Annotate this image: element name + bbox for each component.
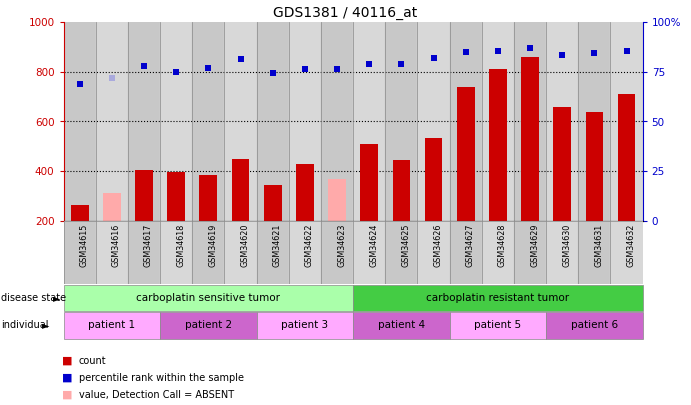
Bar: [64, 22, 96, 221]
Text: GSM34628: GSM34628: [498, 224, 507, 267]
Bar: [450, 221, 482, 284]
Bar: [553, 107, 571, 221]
Bar: [160, 221, 192, 284]
Text: ►: ►: [53, 293, 60, 303]
Bar: [225, 22, 256, 221]
Text: patient 2: patient 2: [184, 320, 232, 330]
Bar: [610, 221, 643, 284]
Text: ■: ■: [62, 356, 73, 366]
Text: GSM34632: GSM34632: [627, 224, 636, 267]
Bar: [321, 22, 353, 221]
Text: patient 6: patient 6: [571, 320, 618, 330]
Bar: [521, 57, 539, 221]
Text: GSM34617: GSM34617: [144, 224, 153, 267]
Bar: [256, 22, 289, 221]
Bar: [482, 221, 514, 284]
Bar: [192, 22, 225, 221]
Bar: [160, 22, 192, 221]
Text: GSM34627: GSM34627: [466, 224, 475, 267]
Text: value, Detection Call = ABSENT: value, Detection Call = ABSENT: [79, 390, 234, 400]
Text: GSM34623: GSM34623: [337, 224, 346, 267]
Text: GSM34622: GSM34622: [305, 224, 314, 267]
Bar: [321, 221, 353, 284]
Bar: [360, 144, 378, 221]
Text: patient 4: patient 4: [378, 320, 425, 330]
Text: disease state: disease state: [1, 293, 66, 303]
Text: GSM34630: GSM34630: [562, 224, 571, 267]
Text: GSM34619: GSM34619: [208, 224, 218, 267]
Bar: [289, 221, 321, 284]
Bar: [392, 160, 410, 221]
Bar: [353, 22, 386, 221]
Bar: [96, 22, 128, 221]
Bar: [328, 179, 346, 221]
Bar: [489, 69, 507, 221]
Bar: [450, 22, 482, 221]
Bar: [482, 22, 514, 221]
Bar: [96, 221, 128, 284]
Bar: [353, 221, 386, 284]
Bar: [417, 22, 450, 221]
Text: carboplatin resistant tumor: carboplatin resistant tumor: [426, 293, 569, 303]
Text: GSM34625: GSM34625: [401, 224, 410, 267]
Bar: [578, 221, 610, 284]
Bar: [457, 87, 475, 221]
Bar: [64, 221, 96, 284]
Bar: [128, 22, 160, 221]
Text: GSM34616: GSM34616: [112, 224, 121, 267]
Text: GDS1381 / 40116_at: GDS1381 / 40116_at: [274, 6, 417, 20]
Bar: [264, 185, 281, 221]
Text: GSM34629: GSM34629: [530, 224, 539, 267]
Bar: [546, 22, 578, 221]
Bar: [289, 22, 321, 221]
Bar: [200, 175, 217, 221]
Bar: [417, 221, 450, 284]
Text: GSM34615: GSM34615: [79, 224, 88, 267]
Bar: [225, 221, 256, 284]
Text: GSM34620: GSM34620: [240, 224, 249, 267]
Text: ►: ►: [42, 320, 49, 330]
Text: GSM34618: GSM34618: [176, 224, 185, 267]
Bar: [425, 138, 442, 221]
Bar: [618, 94, 636, 221]
Bar: [192, 221, 225, 284]
Bar: [585, 111, 603, 221]
Text: patient 5: patient 5: [474, 320, 522, 330]
Bar: [135, 170, 153, 221]
Bar: [128, 221, 160, 284]
Bar: [578, 22, 610, 221]
Text: ■: ■: [62, 390, 73, 400]
Text: GSM34624: GSM34624: [369, 224, 378, 267]
Text: carboplatin sensitive tumor: carboplatin sensitive tumor: [136, 293, 281, 303]
Text: patient 1: patient 1: [88, 320, 135, 330]
Bar: [256, 221, 289, 284]
Text: GSM34631: GSM34631: [594, 224, 603, 267]
Bar: [231, 159, 249, 221]
Bar: [296, 164, 314, 221]
Bar: [514, 22, 546, 221]
Bar: [546, 221, 578, 284]
Bar: [514, 221, 546, 284]
Text: individual: individual: [1, 320, 49, 330]
Bar: [70, 205, 88, 221]
Text: patient 3: patient 3: [281, 320, 328, 330]
Text: count: count: [79, 356, 106, 366]
Text: ■: ■: [62, 373, 73, 383]
Bar: [103, 194, 121, 221]
Text: percentile rank within the sample: percentile rank within the sample: [79, 373, 244, 383]
Bar: [386, 221, 417, 284]
Text: GSM34626: GSM34626: [433, 224, 442, 267]
Bar: [610, 22, 643, 221]
Bar: [167, 173, 185, 221]
Bar: [386, 22, 417, 221]
Text: GSM34621: GSM34621: [273, 224, 282, 267]
